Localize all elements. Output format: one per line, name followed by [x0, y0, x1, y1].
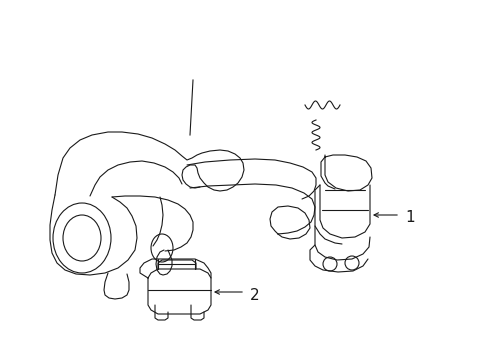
Text: 2: 2 [249, 288, 259, 302]
Text: 1: 1 [404, 211, 414, 225]
